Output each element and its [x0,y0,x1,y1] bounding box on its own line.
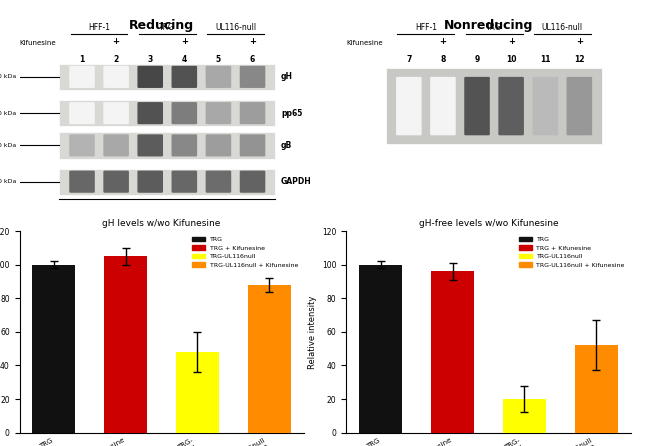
FancyBboxPatch shape [567,77,592,135]
Text: 12: 12 [574,55,584,64]
Bar [104,256,148,433]
FancyBboxPatch shape [386,68,602,145]
Text: +: + [576,37,583,45]
Text: 2: 2 [114,55,119,64]
Text: GAPDH: GAPDH [281,177,312,186]
Text: Kifunesine: Kifunesine [346,40,383,45]
FancyBboxPatch shape [205,134,231,157]
Text: TRG: TRG [159,22,176,32]
Text: UL116-null: UL116-null [541,22,583,32]
Bar [32,264,75,433]
FancyBboxPatch shape [464,77,490,135]
FancyBboxPatch shape [70,134,95,157]
FancyBboxPatch shape [103,170,129,193]
Text: 40 kDa: 40 kDa [0,179,17,184]
Text: +: + [181,37,188,45]
FancyBboxPatch shape [103,134,129,157]
Text: 5: 5 [216,55,221,64]
FancyBboxPatch shape [205,170,231,193]
Text: 6: 6 [250,55,255,64]
FancyBboxPatch shape [70,66,95,88]
FancyBboxPatch shape [532,77,558,135]
Bar [248,285,291,433]
Text: 50 kDa: 50 kDa [0,143,17,148]
FancyBboxPatch shape [103,66,129,88]
FancyBboxPatch shape [137,170,163,193]
Text: 9: 9 [474,55,480,64]
Text: gH: gH [281,72,293,81]
Text: +: + [508,37,515,45]
FancyBboxPatch shape [240,134,265,157]
Text: Kifunesine: Kifunesine [20,40,56,45]
FancyBboxPatch shape [240,170,265,193]
Bar [431,271,474,433]
Text: TRG: TRG [486,22,502,32]
Text: 11: 11 [540,55,551,64]
Text: pp65: pp65 [281,109,302,118]
FancyBboxPatch shape [172,170,197,193]
Legend: TRG, TRG + Kifunesine, TRG-UL116null, TRG-UL116null + Kifunesine: TRG, TRG + Kifunesine, TRG-UL116null, TR… [190,234,300,270]
FancyBboxPatch shape [70,170,95,193]
Title: gH-free levels w/wo Kifunesine: gH-free levels w/wo Kifunesine [419,219,558,227]
Text: 8: 8 [440,55,446,64]
FancyBboxPatch shape [172,134,197,157]
Text: HFF-1: HFF-1 [88,22,110,32]
Text: 4: 4 [182,55,187,64]
Text: +: + [249,37,256,45]
FancyBboxPatch shape [137,66,163,88]
FancyBboxPatch shape [396,77,422,135]
Text: 80 kDa: 80 kDa [0,74,17,79]
FancyBboxPatch shape [137,134,163,157]
FancyBboxPatch shape [59,100,275,126]
Legend: TRG, TRG + Kifunesine, TRG-UL116null, TRG-UL116null + Kifunesine: TRG, TRG + Kifunesine, TRG-UL116null, TR… [517,234,627,270]
Bar [502,399,546,433]
FancyBboxPatch shape [499,77,524,135]
Text: +: + [112,37,120,45]
FancyBboxPatch shape [205,66,231,88]
Text: Reducing: Reducing [129,20,194,33]
FancyBboxPatch shape [59,169,275,195]
FancyBboxPatch shape [172,66,197,88]
Text: 1: 1 [79,55,84,64]
Bar [176,352,219,433]
FancyBboxPatch shape [240,102,265,124]
Bar [359,264,402,433]
FancyBboxPatch shape [137,102,163,124]
Title: gH levels w/wo Kifunesine: gH levels w/wo Kifunesine [103,219,221,227]
Text: +: + [439,37,447,45]
FancyBboxPatch shape [430,77,456,135]
Text: 10: 10 [506,55,516,64]
FancyBboxPatch shape [240,66,265,88]
Text: 60 kDa: 60 kDa [0,111,17,116]
Text: Nonreducing: Nonreducing [444,20,533,33]
FancyBboxPatch shape [70,102,95,124]
FancyBboxPatch shape [59,132,275,158]
Text: UL116-null: UL116-null [215,22,256,32]
Text: 7: 7 [406,55,411,64]
FancyBboxPatch shape [59,64,275,90]
FancyBboxPatch shape [205,102,231,124]
Y-axis label: Relative intensity: Relative intensity [307,295,317,368]
Text: gB: gB [281,141,292,150]
Bar [575,345,618,433]
FancyBboxPatch shape [172,102,197,124]
FancyBboxPatch shape [103,102,129,124]
Text: 3: 3 [148,55,153,64]
Text: HFF-1: HFF-1 [415,22,437,32]
